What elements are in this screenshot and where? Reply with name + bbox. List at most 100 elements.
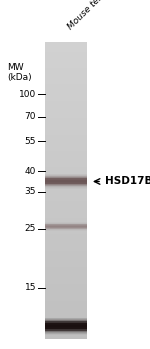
Bar <box>45 187 87 188</box>
Bar <box>45 318 87 319</box>
Bar <box>45 67 87 69</box>
Bar <box>45 271 87 272</box>
Bar <box>45 297 87 298</box>
Bar <box>45 190 87 191</box>
Bar <box>45 171 87 172</box>
Bar <box>45 284 87 285</box>
Bar <box>45 116 87 117</box>
Bar <box>45 311 87 312</box>
Bar <box>45 295 87 296</box>
Bar <box>45 82 87 83</box>
Bar <box>45 193 87 194</box>
Bar <box>45 85 87 87</box>
Bar <box>45 73 87 75</box>
Bar <box>45 63 87 65</box>
Bar <box>45 181 87 182</box>
Bar <box>45 213 87 214</box>
Bar <box>45 89 87 90</box>
Bar <box>45 91 87 92</box>
Bar <box>45 314 87 316</box>
Bar <box>45 331 87 333</box>
Bar <box>45 200 87 201</box>
Bar <box>45 296 87 297</box>
Bar <box>45 334 87 335</box>
Bar <box>45 229 87 230</box>
Bar <box>45 216 87 217</box>
Bar <box>45 223 87 224</box>
Bar <box>45 56 87 58</box>
Bar <box>45 90 87 91</box>
Bar <box>45 223 87 224</box>
Bar <box>45 292 87 293</box>
Bar <box>45 45 87 47</box>
Bar <box>45 302 87 303</box>
Bar <box>45 108 87 109</box>
Bar <box>45 64 87 66</box>
Bar <box>45 330 87 331</box>
Bar <box>45 176 87 177</box>
Bar <box>45 186 87 187</box>
Bar <box>45 42 87 43</box>
Bar <box>45 220 87 221</box>
Bar <box>45 333 87 335</box>
Bar <box>45 274 87 275</box>
Bar <box>45 237 87 239</box>
Bar <box>45 280 87 281</box>
Bar <box>45 222 87 223</box>
Bar <box>45 329 87 330</box>
Bar <box>45 243 87 245</box>
Bar <box>45 58 87 60</box>
Bar <box>45 223 87 224</box>
Bar <box>45 170 87 171</box>
Bar <box>45 172 87 173</box>
Bar <box>45 333 87 334</box>
Bar <box>45 186 87 187</box>
Bar <box>45 86 87 87</box>
Bar <box>45 337 87 339</box>
Bar <box>45 179 87 180</box>
Bar <box>45 251 87 253</box>
Bar <box>45 177 87 178</box>
Bar <box>45 282 87 283</box>
Bar <box>45 205 87 206</box>
Bar <box>45 149 87 151</box>
Bar <box>45 265 87 266</box>
Bar <box>45 60 87 62</box>
Bar <box>45 147 87 149</box>
Bar <box>45 329 87 330</box>
Bar <box>45 304 87 305</box>
Bar <box>45 240 87 242</box>
Bar <box>45 222 87 223</box>
Bar <box>45 197 87 198</box>
Bar <box>45 317 87 318</box>
Bar <box>45 191 87 192</box>
Bar <box>45 180 87 181</box>
Bar <box>45 278 87 279</box>
Bar <box>45 201 87 202</box>
Bar <box>45 173 87 174</box>
Bar <box>45 175 87 176</box>
Bar <box>45 139 87 141</box>
Bar <box>45 93 87 94</box>
Bar <box>45 70 87 72</box>
Bar <box>45 179 87 180</box>
Bar <box>45 331 87 332</box>
Bar <box>45 227 87 228</box>
Bar <box>45 178 87 179</box>
Bar <box>45 257 87 258</box>
Bar <box>45 111 87 112</box>
Bar <box>45 336 87 337</box>
Bar <box>45 179 87 180</box>
Bar <box>45 146 87 148</box>
Bar <box>45 138 87 139</box>
Bar <box>45 106 87 107</box>
Bar <box>45 290 87 291</box>
Bar <box>45 267 87 268</box>
Bar <box>45 169 87 170</box>
Bar <box>45 65 87 67</box>
Bar <box>45 322 87 323</box>
Bar <box>45 127 87 128</box>
Bar <box>45 324 87 326</box>
Bar <box>45 195 87 196</box>
Text: 100: 100 <box>19 90 36 99</box>
